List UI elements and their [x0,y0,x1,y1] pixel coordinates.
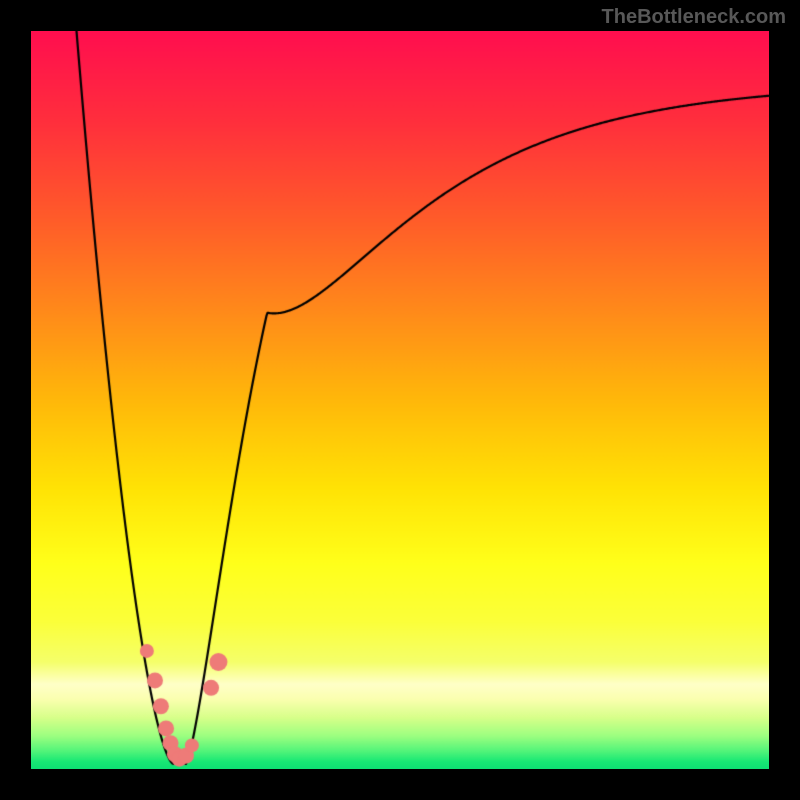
plot-area [31,31,769,769]
watermark-text: TheBottleneck.com [602,6,786,29]
bottleneck-curve-chart [31,31,769,769]
figure-root: TheBottleneck.com [0,0,800,800]
